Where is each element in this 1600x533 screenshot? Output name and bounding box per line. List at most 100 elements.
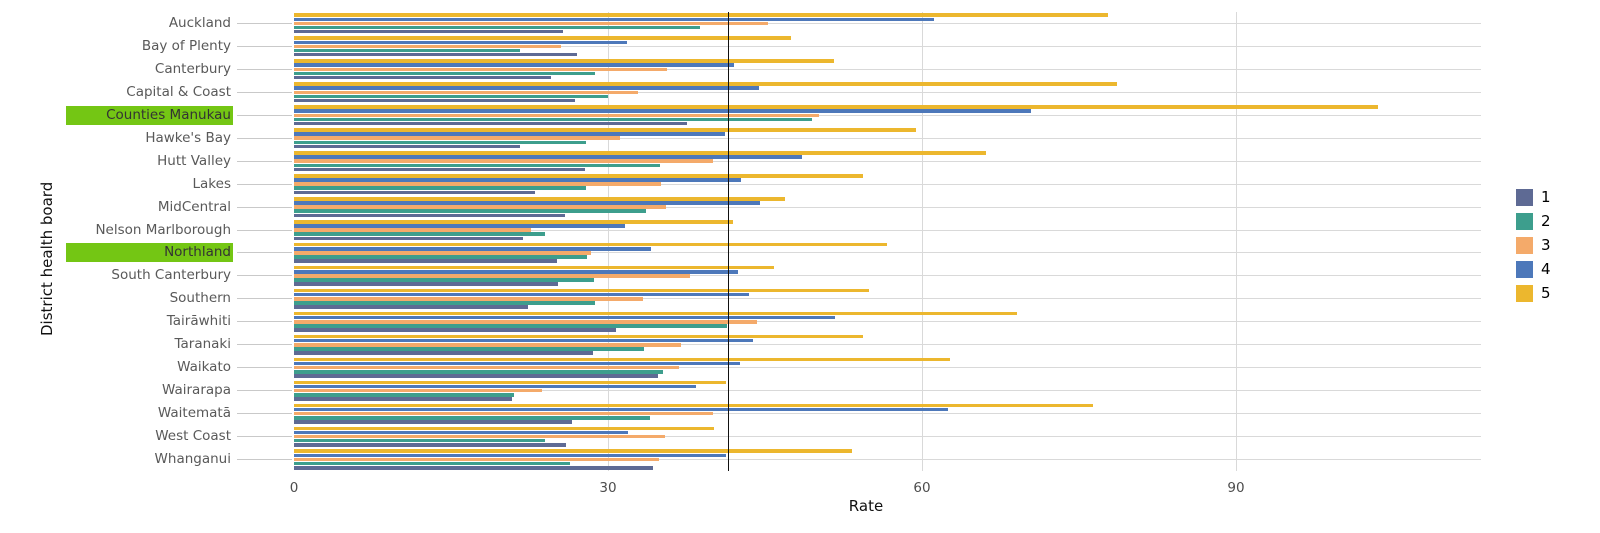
y-category-label[interactable]: Northland	[66, 243, 233, 263]
bar	[294, 25, 701, 30]
gridline-vertical	[1236, 12, 1237, 471]
bar	[294, 13, 1109, 17]
bar	[294, 163, 661, 168]
y-category-label[interactable]: Southern	[169, 290, 231, 307]
bar	[294, 351, 594, 355]
legend-item[interactable]: 3	[1516, 237, 1551, 254]
gridline-horizontal	[294, 137, 1481, 139]
bar	[294, 311, 1018, 316]
y-category-label[interactable]: Capital & Coast	[126, 83, 231, 100]
bar	[294, 82, 1117, 86]
bar	[294, 357, 951, 362]
bar	[294, 71, 596, 76]
bar	[294, 315, 836, 320]
bar	[294, 140, 587, 145]
legend-label: 1	[1541, 188, 1551, 206]
legend-item[interactable]: 1	[1516, 189, 1551, 206]
y-category-label[interactable]: Waikato	[177, 359, 231, 376]
bar	[294, 259, 557, 263]
gridline-horizontal	[294, 298, 1481, 300]
bar	[294, 453, 727, 458]
gridline-horizontal	[294, 459, 1481, 461]
y-category-label[interactable]: Nelson Marlborough	[95, 221, 231, 238]
gridline-horizontal	[294, 91, 1481, 93]
bar	[294, 113, 820, 118]
bar	[294, 274, 690, 278]
y-category-label[interactable]: Counties Manukau	[66, 105, 233, 125]
bar	[294, 44, 561, 49]
legend-item[interactable]: 2	[1516, 213, 1551, 230]
bar	[294, 334, 864, 339]
category-tick	[237, 91, 292, 93]
bar	[294, 105, 1379, 109]
legend-item[interactable]: 5	[1516, 285, 1551, 302]
bar	[294, 247, 651, 251]
bar	[294, 90, 639, 95]
bar	[294, 380, 727, 385]
legend-swatch	[1516, 285, 1533, 302]
category-tick	[237, 114, 292, 116]
bar	[294, 178, 741, 182]
gridline-horizontal	[294, 413, 1481, 415]
bar	[294, 282, 558, 286]
y-category-label[interactable]: Auckland	[168, 14, 231, 31]
bar	[294, 190, 535, 195]
y-category-label[interactable]: South Canterbury	[111, 267, 231, 284]
gridline-horizontal	[294, 344, 1481, 346]
x-tick-label: 90	[1227, 480, 1245, 496]
y-category-label[interactable]: West Coast	[155, 428, 231, 445]
category-tick	[237, 321, 292, 323]
legend-label: 4	[1541, 260, 1551, 278]
gridline-horizontal	[294, 206, 1481, 208]
bar	[294, 365, 680, 370]
bar	[294, 301, 596, 305]
bar	[294, 397, 512, 401]
bar	[294, 426, 714, 431]
category-tick	[237, 344, 292, 346]
bar	[294, 232, 546, 236]
bar	[294, 40, 627, 45]
bar	[294, 167, 585, 172]
bar	[294, 466, 653, 470]
bar	[294, 407, 949, 412]
category-tick	[237, 413, 292, 415]
bar	[294, 228, 531, 232]
legend-label: 2	[1541, 212, 1551, 230]
y-category-label[interactable]: Whanganui	[154, 451, 231, 468]
y-category-label[interactable]: Bay of Plenty	[141, 37, 231, 54]
bar	[294, 201, 760, 205]
gridline-horizontal	[294, 252, 1481, 254]
bar	[294, 320, 757, 324]
y-category-label[interactable]: Taranaki	[174, 336, 231, 353]
bar	[294, 205, 666, 209]
bar	[294, 86, 759, 90]
bar	[294, 144, 521, 149]
y-category-label[interactable]: Waitematā	[157, 405, 231, 422]
bar	[294, 52, 577, 57]
bar	[294, 136, 620, 140]
y-category-label[interactable]: Hutt Valley	[157, 152, 231, 169]
y-category-label[interactable]: Tairāwhiti	[166, 313, 231, 330]
bar	[294, 174, 864, 178]
gridline-horizontal	[294, 229, 1481, 231]
bar	[294, 420, 573, 424]
legend-item[interactable]: 4	[1516, 261, 1551, 278]
gridline-vertical	[922, 12, 923, 471]
bar	[294, 292, 750, 297]
y-category-label[interactable]: Lakes	[192, 175, 231, 192]
bar	[294, 251, 592, 255]
bar	[294, 270, 738, 274]
y-category-label[interactable]: Canterbury	[154, 60, 231, 77]
gridline-vertical	[608, 12, 609, 471]
category-tick	[237, 436, 292, 438]
bar	[294, 411, 713, 416]
y-category-label[interactable]: MidCentral	[157, 198, 231, 215]
y-category-label[interactable]: Hawke's Bay	[145, 129, 231, 146]
gridline-horizontal	[294, 390, 1481, 392]
y-category-label[interactable]: Wairarapa	[162, 382, 231, 399]
gridline-horizontal	[294, 436, 1481, 438]
bar	[294, 236, 524, 241]
bar	[294, 255, 588, 259]
